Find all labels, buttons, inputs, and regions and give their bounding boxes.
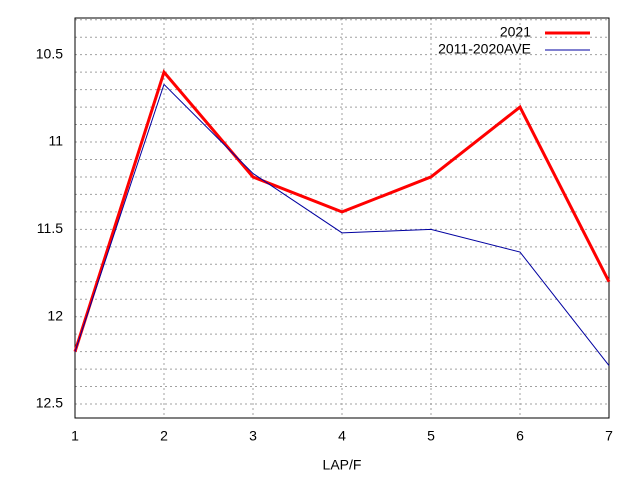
y-tick-label: 12.5 <box>36 395 63 411</box>
plot-frame <box>74 17 610 419</box>
x-axis-label: LAP/F <box>323 457 362 473</box>
x-tick-label: 1 <box>71 428 79 444</box>
x-tick-label: 4 <box>338 428 346 444</box>
y-tick-label: 10.5 <box>36 45 63 61</box>
series-line <box>73 69 611 353</box>
x-tick-label: 7 <box>605 428 613 444</box>
legend-label: 2011-2020AVE <box>438 41 531 57</box>
y-tick-label: 11 <box>48 133 63 149</box>
y-tick-label: 11.5 <box>37 220 63 236</box>
y-tick-label: 12 <box>47 307 63 323</box>
series-line <box>74 83 610 366</box>
legend-label: 2021 <box>500 24 531 40</box>
x-tick-label: 5 <box>427 428 435 444</box>
x-tick-label: 2 <box>160 428 168 444</box>
x-tick-label: 3 <box>249 428 257 444</box>
x-tick-label: 6 <box>516 428 524 444</box>
